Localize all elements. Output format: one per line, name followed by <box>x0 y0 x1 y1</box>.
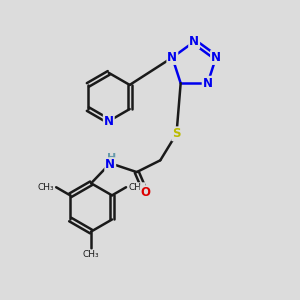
Text: N: N <box>104 115 114 128</box>
Text: N: N <box>105 158 115 171</box>
Text: N: N <box>203 77 213 90</box>
Text: S: S <box>172 127 181 140</box>
Text: N: N <box>167 51 177 64</box>
Text: H: H <box>107 153 116 163</box>
Text: N: N <box>189 35 199 48</box>
Text: CH₃: CH₃ <box>83 250 99 259</box>
Text: O: O <box>141 186 151 199</box>
Text: N: N <box>211 51 221 64</box>
Text: CH₃: CH₃ <box>128 183 145 192</box>
Text: CH₃: CH₃ <box>37 183 54 192</box>
